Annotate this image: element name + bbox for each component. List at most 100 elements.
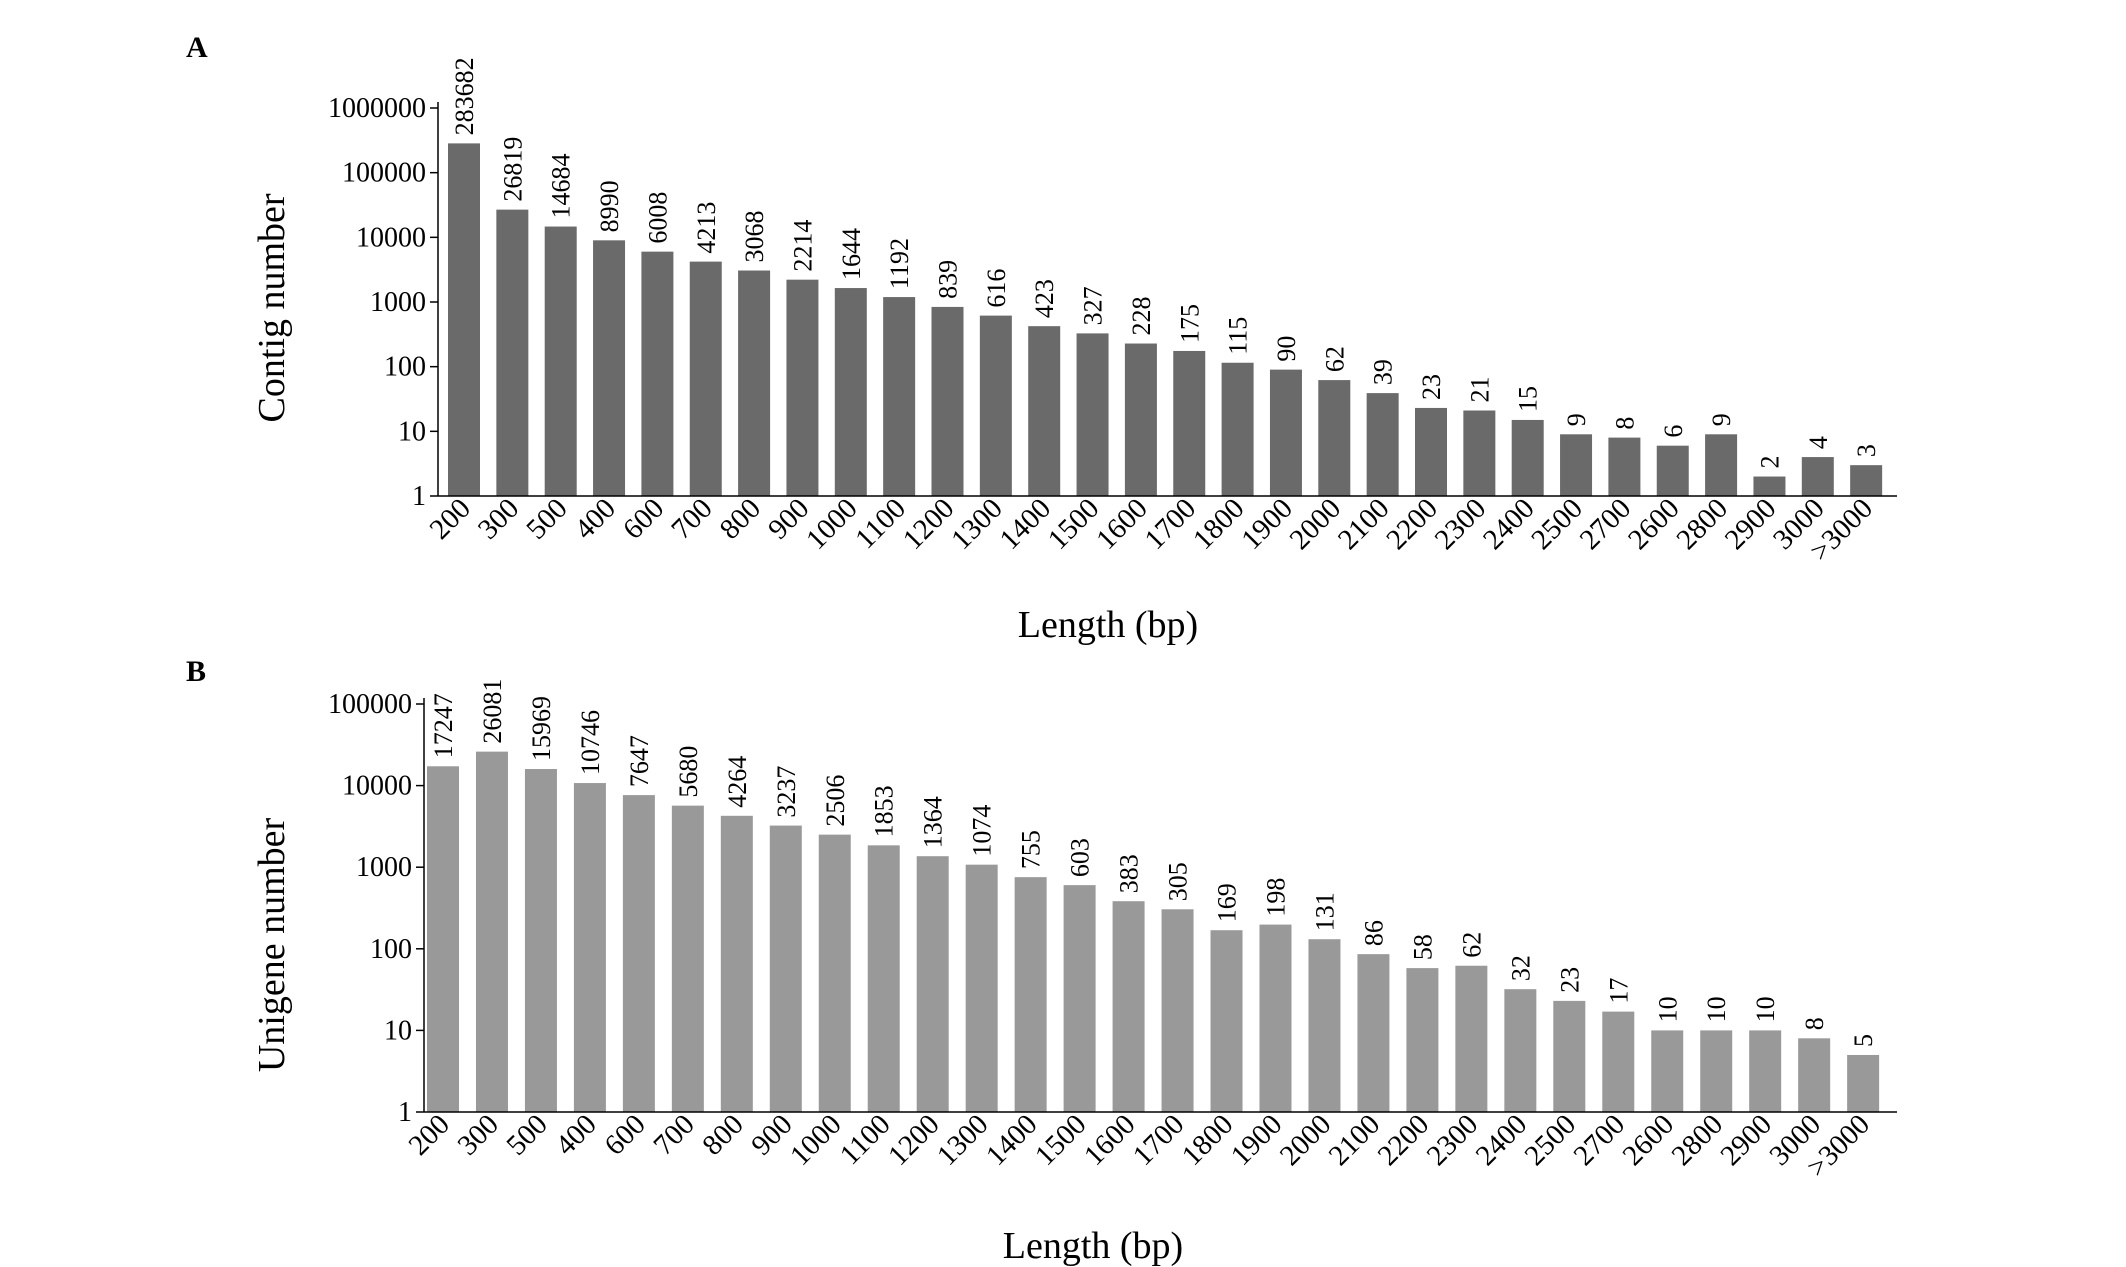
panel-b-x-tick-label: 700 [647,1108,700,1161]
panel-b-x-tick-label: 1900 [1225,1108,1289,1172]
panel-b-data-label: 10 [1702,996,1731,1022]
panel-b-x-tick-label: 2500 [1519,1108,1583,1172]
panel-b-bar [475,751,508,1112]
panel-b-x-tick-label: 800 [696,1108,749,1161]
panel-b-x-tick-label: 1500 [1029,1108,1093,1172]
panel-a-bar [544,226,577,496]
panel-a-data-label: 327 [1079,286,1108,325]
panel-a-x-tick-label: 2000 [1284,492,1348,556]
panel-b-data-label: 10 [1653,996,1682,1022]
panel-a-data-label: 26819 [498,137,527,202]
panel-a-bar [1850,465,1883,496]
panel-a-x-tick-label: 400 [569,492,622,545]
panel-b-y-tick-label: 10 [384,1015,412,1046]
panel-b-data-label: 10 [1751,996,1780,1022]
panel-b-bar [1602,1011,1635,1112]
panel-a-x-tick-label: 300 [472,492,525,545]
panel-a-bar [689,261,722,496]
panel-b-x-tick-label: 1700 [1127,1108,1191,1172]
panel-b-letter: B [186,655,206,688]
panel-b-bar [1063,885,1096,1112]
panel-a-bar [738,270,771,496]
panel-a-bar [1415,407,1447,496]
panel-b-bar [1259,924,1292,1112]
panel-a-data-label: 175 [1175,304,1204,343]
panel-b-x-tick-label: 1800 [1176,1108,1240,1172]
panel-b-data-label: 32 [1506,955,1535,981]
panel-a-data-label: 1644 [837,228,866,280]
panel-b-data-label: 305 [1164,862,1193,901]
panel-b-data-label: 169 [1213,883,1242,922]
panel-a-y-tick-label: 10 [398,416,426,447]
panel-b-x-tick-label: 2300 [1421,1108,1485,1172]
panel-b-data-label: 1074 [968,805,997,857]
panel-a-x-tick-label: 500 [520,492,573,545]
panel-b-bar [769,825,802,1112]
panel-b-y-tick-label: 100 [370,934,412,965]
panel-b-data-label: 62 [1457,932,1486,958]
panel-b-x-tick-label: 2400 [1470,1108,1534,1172]
panel-a-x-tick-label: 2600 [1622,492,1686,556]
panel-a-data-label: 21 [1465,376,1494,402]
panel-b-bar [1847,1054,1880,1112]
panel-b-bar [524,769,557,1112]
panel-b-x-tick-label: 600 [598,1108,651,1161]
panel-a-bar [1656,445,1689,496]
panel-b-y-tick-label: 1000 [356,852,412,883]
panel-a-data-label: 616 [982,269,1011,308]
panel-a-bar [448,143,480,496]
panel-a-data-label: 90 [1272,336,1301,362]
panel-a-bar [1705,434,1738,496]
panel-a-data-label: 8 [1610,417,1639,430]
panel-b-bar [1455,965,1488,1112]
panel-a-data-label: 6 [1659,425,1688,438]
panel-a-x-tick-label: 2900 [1719,492,1783,556]
panel-a-x-tick-label: 1900 [1235,492,1299,556]
panel-b-x-tick-label: 2700 [1568,1108,1632,1172]
panel-b-data-label: 17247 [429,693,458,758]
panel-a-data-label: 839 [934,260,963,299]
panel-a-bar [1753,476,1786,496]
panel-a-x-tick-label: 2800 [1670,492,1734,556]
panel-b-data-label: 603 [1066,838,1095,877]
panel-b-data-label: 7647 [625,735,654,787]
panel-b-bar [818,834,851,1112]
panel-a-bar [1076,333,1109,496]
panel-b-data-label: 17 [1604,978,1633,1004]
panel-a-x-tick-label: 2400 [1477,492,1541,556]
panel-a-y-tick-label: 1000000 [328,93,426,124]
panel-a-bar [1318,380,1351,496]
panel-b-data-label: 383 [1115,854,1144,893]
panel-b-data-label: 58 [1408,934,1437,960]
panel-a-bar [979,315,1012,496]
panel-b-bar [1553,1000,1586,1112]
panel-b-bar [720,815,753,1112]
panel-a-y-tick-label: 10000 [356,222,426,253]
panel-a-x-tick-label: 2300 [1429,492,1493,556]
panel-a-data-label: 4213 [692,202,721,254]
panel-b-bar [965,864,998,1112]
panel-b-data-label: 131 [1310,892,1339,931]
panel-a-data-label: 9 [1562,413,1591,426]
panel-b-bar [1161,909,1194,1112]
panel-a-bar [593,240,626,496]
panel-b-y-tick-label: 1 [398,1097,412,1128]
panel-b-bar [1308,939,1341,1112]
panel-a-x-tick-label: 1200 [897,492,961,556]
panel-b-data-label: 26081 [478,679,507,744]
panel-b-data-label: 23 [1555,967,1584,993]
panel-a-bar [1269,369,1302,496]
panel-b-bar [916,856,949,1112]
panel-a-bar [786,279,819,496]
panel-b-bar [622,795,655,1112]
panel-b-bar [1504,989,1537,1112]
panel-a-data-label: 23 [1417,374,1446,400]
panel-b-data-label: 755 [1017,830,1046,869]
panel-b-x-tick-label: 2900 [1715,1108,1779,1172]
panel-b-bar [867,845,900,1112]
panel-a-bar [1560,434,1593,496]
panel-a-bar [1028,326,1061,496]
panel-b-bar [1357,954,1390,1112]
panel-b-x-tick-label: 2800 [1666,1108,1730,1172]
panel-a-data-label: 62 [1320,346,1349,372]
